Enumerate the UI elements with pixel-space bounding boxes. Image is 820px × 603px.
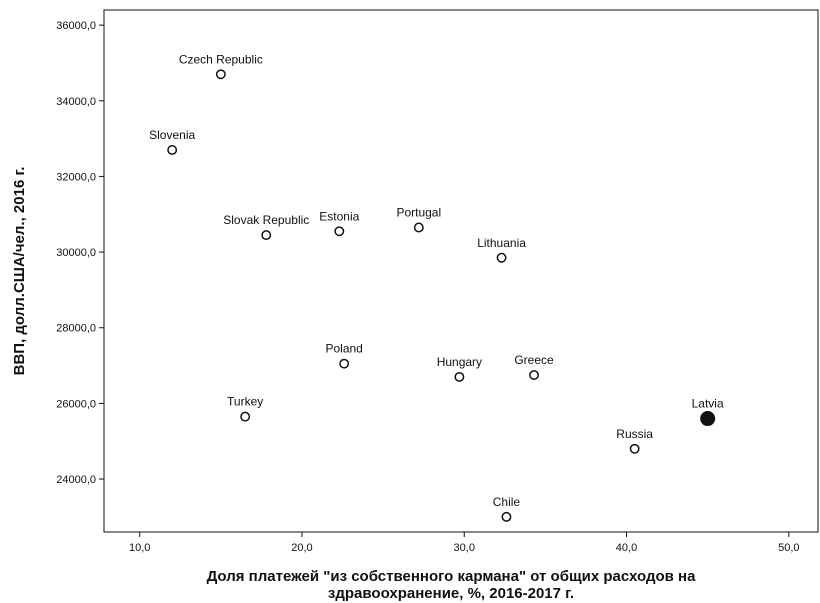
- point-label-estonia: Estonia: [319, 209, 359, 223]
- y-tick-label: 26000,0: [56, 398, 96, 410]
- y-tick-label: 36000,0: [56, 20, 96, 32]
- point-label-poland: Poland: [325, 342, 362, 356]
- point-slovenia: [167, 145, 178, 155]
- point-slovak-republic: [261, 230, 272, 241]
- x-axis: 10,0 20,0 30,0 40,0 50,0: [129, 532, 800, 554]
- point-label-czech-republic: Czech Republic: [179, 52, 263, 66]
- x-axis-title-line-1: Доля платежей "из собственного кармана" …: [207, 568, 697, 585]
- y-tick-label: 28000,0: [56, 323, 96, 335]
- point-greece: [529, 370, 539, 380]
- point-label-lithuania: Lithuania: [477, 236, 526, 250]
- point-label-russia: Russia: [616, 427, 653, 441]
- x-tick-label: 50,0: [778, 542, 799, 554]
- y-tick-label: 24000,0: [56, 474, 96, 486]
- x-tick-label: 40,0: [616, 542, 637, 554]
- point-label-slovenia: Slovenia: [149, 128, 195, 142]
- point-estonia: [334, 226, 345, 237]
- x-tick-label: 30,0: [454, 542, 475, 554]
- point-hungary: [454, 371, 465, 382]
- y-axis-title: ВВП, долл.США/чел., 2016 г.: [11, 167, 28, 376]
- point-label-chile: Chile: [493, 495, 521, 509]
- y-tick-label: 34000,0: [56, 96, 96, 108]
- point-label-turkey: Turkey: [227, 395, 263, 409]
- point-latvia: [700, 411, 716, 427]
- x-tick-label: 10,0: [129, 542, 150, 554]
- plot-area-frame: [103, 9, 819, 533]
- y-tick-label: 32000,0: [56, 171, 96, 183]
- point-lithuania: [496, 252, 507, 263]
- x-tick-label: 20,0: [291, 542, 312, 554]
- x-axis-title-line-2: здравоохранение, %, 2016-2017 г.: [328, 585, 574, 602]
- point-poland: [339, 358, 350, 369]
- data-points: Czech Republic Slovenia Slovak Republic Est…: [149, 52, 724, 522]
- point-label-portugal: Portugal: [396, 206, 441, 220]
- point-label-hungary: Hungary: [437, 355, 482, 369]
- y-tick-label: 30000,0: [56, 247, 96, 259]
- point-czech-republic: [215, 69, 226, 80]
- point-label-slovak-republic: Slovak Republic: [223, 213, 309, 227]
- y-axis: 24000,0 26000,0 28000,0 30000,0 32000,0 34000…: [56, 20, 104, 486]
- point-turkey: [240, 411, 251, 422]
- point-label-greece: Greece: [514, 353, 554, 367]
- point-chile: [501, 511, 512, 522]
- point-russia: [629, 443, 640, 454]
- point-portugal: [413, 222, 424, 233]
- point-label-latvia: Latvia: [692, 397, 724, 411]
